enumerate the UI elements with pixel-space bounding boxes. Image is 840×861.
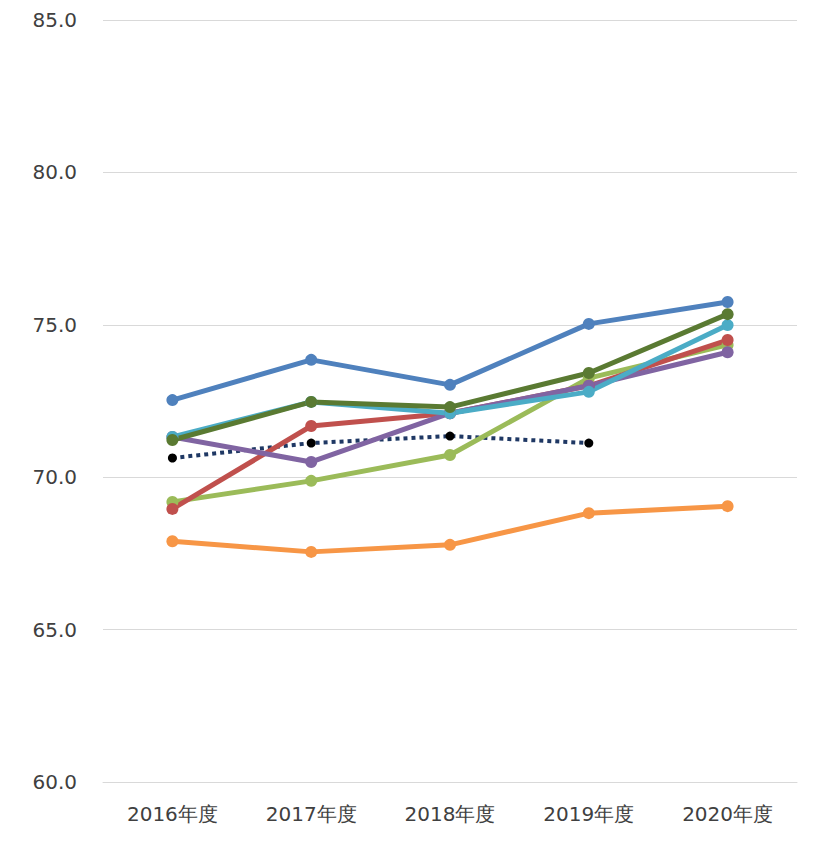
- svg-text:85.0: 85.0: [32, 8, 77, 32]
- svg-text:75.0: 75.0: [32, 313, 77, 337]
- svg-text:70.0: 70.0: [32, 465, 77, 489]
- svg-text:65.0: 65.0: [32, 618, 77, 642]
- svg-text:80.0: 80.0: [32, 160, 77, 184]
- svg-text:2016年度: 2016年度: [127, 802, 218, 826]
- svg-text:60.0: 60.0: [32, 770, 77, 794]
- svg-text:2019年度: 2019年度: [543, 802, 634, 826]
- svg-text:2017年度: 2017年度: [266, 802, 357, 826]
- svg-text:2018年度: 2018年度: [405, 802, 496, 826]
- svg-text:2020年度: 2020年度: [682, 802, 773, 826]
